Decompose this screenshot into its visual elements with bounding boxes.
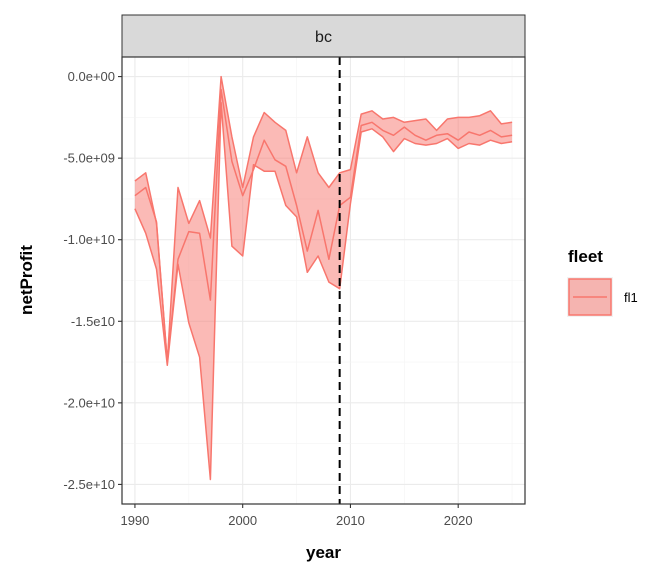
plot-panel-border (121, 56, 526, 505)
y-axis-title: netProfit (17, 245, 36, 315)
legend-entry-fl1: fl1 (624, 290, 638, 305)
series-line-upper (134, 75, 513, 363)
y-axis: 0.0e+00 -5.0e+09 -1.0e+10 -1.5e10 -2.0e+10 -2… (63, 69, 122, 492)
y-tick-label: 0.0e+00 (68, 69, 115, 84)
legend-title: fleet (568, 247, 603, 266)
y-tick-label: -2.0e+10 (63, 395, 115, 410)
facet-strip (121, 14, 526, 58)
y-tick-label: -1.0e+10 (63, 232, 115, 247)
ribbon-area-fl1 (134, 76, 513, 480)
y-tick-label: -5.0e+09 (63, 151, 115, 166)
y-tick-label: -1.5e10 (71, 314, 115, 329)
x-tick-label: 2010 (336, 513, 365, 528)
x-tick-label: 2020 (444, 513, 473, 528)
x-axis: 1990 2000 2010 2020 (120, 504, 473, 528)
x-axis-title: year (306, 543, 341, 562)
legend: fleet fl1 (567, 247, 638, 317)
x-tick-label: 1990 (120, 513, 149, 528)
series-line-mid (134, 88, 513, 363)
ribbon-layer (134, 75, 513, 481)
y-tick-label: -2.5e+10 (63, 477, 115, 492)
facet-label: bc (315, 29, 332, 46)
x-tick-label: 2000 (228, 513, 257, 528)
series-line-lower (134, 101, 513, 481)
